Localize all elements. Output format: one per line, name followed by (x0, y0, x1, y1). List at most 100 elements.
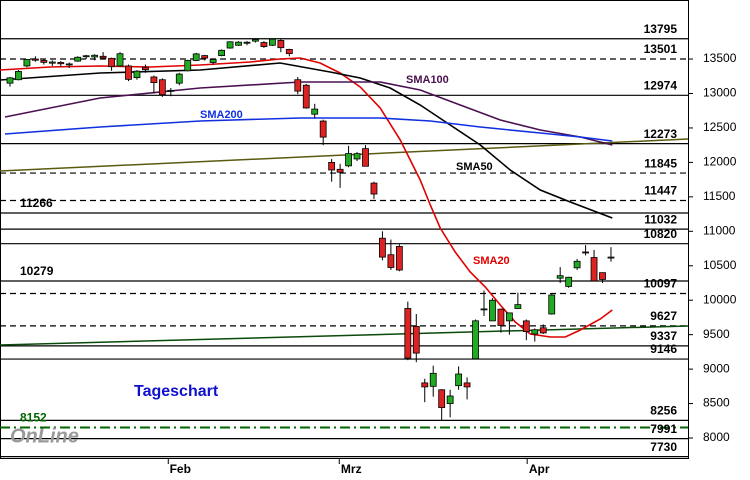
level-label: 10820 (644, 227, 678, 241)
level-label: 11845 (644, 156, 677, 170)
candle-body (362, 148, 369, 167)
level-label: 9627 (650, 309, 677, 323)
candle-body (23, 58, 31, 67)
level-label: 8256 (650, 404, 677, 418)
y-tick-label: 9500 (703, 327, 730, 341)
level-label: 13795 (644, 22, 678, 36)
indicator-line (0, 57, 613, 338)
annotation: Tageschart (134, 383, 219, 400)
candle-body (74, 56, 82, 62)
candle-body (65, 63, 73, 66)
level-lines (0, 38, 688, 458)
candle-body (522, 320, 530, 333)
indicator-label: SMA50 (456, 161, 493, 173)
candle-body (429, 372, 437, 387)
candle-body (201, 55, 209, 59)
candle-body (531, 329, 539, 335)
indicators (0, 57, 689, 346)
level-label: 10097 (644, 277, 678, 291)
y-tick-label: 10000 (703, 292, 737, 306)
candle-body (480, 308, 488, 311)
candle-body (40, 60, 48, 63)
level-label: 9146 (650, 342, 677, 356)
candle-body (15, 71, 22, 81)
candle-body (158, 79, 166, 96)
candle-body (446, 395, 454, 404)
candle-body (353, 153, 361, 160)
indicator-line (4, 117, 613, 142)
candle-body (6, 77, 14, 84)
candle-body (514, 304, 522, 309)
level-label: 7991 (650, 422, 677, 436)
candle-body (548, 294, 556, 315)
candle-body (260, 42, 268, 47)
candle-body (175, 73, 183, 84)
x-tick-label: Feb (170, 462, 191, 476)
candle-body (116, 53, 124, 67)
candle-body (565, 276, 573, 287)
indicator-line (0, 62, 613, 219)
candle-body (573, 260, 581, 269)
candle-body (268, 38, 276, 46)
y-tick-label: 10500 (703, 258, 737, 272)
candle-body (82, 55, 90, 58)
candle-body (599, 272, 606, 280)
candle-body (395, 246, 403, 271)
y-tick-label: 9000 (703, 361, 730, 375)
candle-body (285, 49, 293, 55)
candle-body (472, 320, 479, 360)
candle-body (99, 55, 107, 59)
candle-body (505, 312, 513, 322)
candles (6, 38, 615, 421)
candle-body (412, 325, 420, 354)
y-tick-label: 8000 (703, 430, 730, 444)
trendline (0, 138, 689, 172)
candle-body (142, 66, 149, 71)
candle-body (582, 251, 589, 254)
candle-body (226, 41, 234, 49)
candle-body (590, 257, 598, 282)
candle-body (294, 79, 302, 92)
y-tick-label: 11500 (703, 189, 736, 203)
candle-body (133, 70, 141, 79)
candle-body (108, 57, 115, 68)
candle-body (218, 49, 226, 57)
candle-body (556, 275, 564, 279)
level-label: 7730 (650, 440, 677, 454)
y-tick-label: 13000 (703, 86, 737, 100)
level-label: 12273 (644, 127, 678, 141)
candle-body (252, 39, 259, 42)
trendline (0, 325, 689, 346)
candle-body (311, 108, 319, 115)
candle-body (345, 153, 352, 167)
candle-body (607, 256, 615, 259)
indicator-line (4, 81, 613, 146)
candle-body (539, 327, 547, 334)
candle-body (31, 58, 39, 61)
candle-body (235, 41, 242, 46)
candle-body (209, 59, 217, 63)
level-label: 9337 (650, 329, 677, 343)
candle-body (336, 168, 344, 173)
candle-body (57, 62, 65, 65)
candle-body (319, 120, 327, 138)
candle-body (497, 308, 505, 326)
level-label: 8152 (20, 411, 47, 425)
y-tick-label: 11000 (703, 223, 736, 237)
candle-body (184, 60, 192, 72)
candle-body (379, 237, 386, 258)
candle-body (277, 40, 285, 49)
candle-body (192, 53, 200, 61)
candle-body (328, 162, 336, 171)
indicator-label: SMA20 (473, 255, 510, 267)
candle-body (150, 76, 158, 84)
candle-body (387, 254, 395, 268)
indicator-label: SMA100 (406, 74, 449, 86)
indicator-label: SMA200 (200, 109, 243, 121)
labels: Tageschart OnLine 13795 13501 12974 12273 11… (10, 22, 677, 454)
candle-body (404, 308, 412, 359)
candle-body (302, 84, 310, 109)
level-label: 11032 (644, 212, 677, 226)
y-tick-label: 8500 (703, 396, 730, 410)
